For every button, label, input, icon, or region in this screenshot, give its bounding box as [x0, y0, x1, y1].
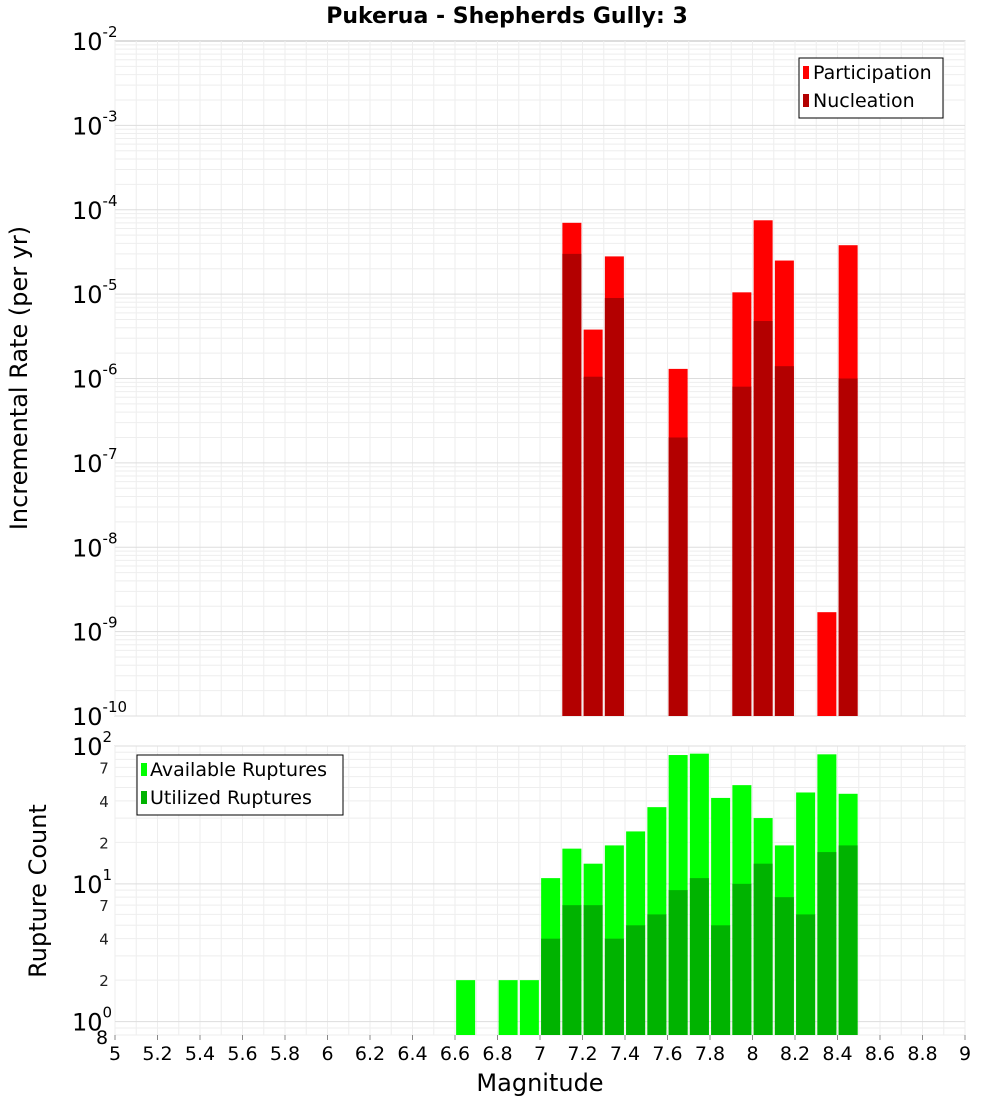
top-y-axis-title: Incremental Rate (per yr) [5, 226, 33, 530]
chart-title: Pukerua - Shepherds Gully: 3 [326, 4, 688, 29]
top-legend-box [798, 57, 944, 119]
nucleation-bar [562, 253, 582, 716]
top-bars [562, 220, 858, 717]
x-tick-label: 8 [746, 1043, 758, 1065]
nucleation-bar [753, 321, 773, 716]
bottom-y-minor-tick-label: 4 [99, 793, 109, 811]
utilized-bar [562, 905, 582, 1035]
x-tick-label: 8.4 [822, 1043, 852, 1065]
bottom-y-major-tick-label: 101 [72, 866, 112, 899]
x-tick-label: 8.2 [780, 1043, 810, 1065]
available-bar [519, 980, 539, 1035]
top-y-tick-label: 10-4 [72, 192, 118, 225]
x-tick-label: 9 [959, 1043, 971, 1065]
legend-label-utilized: Utilized Ruptures [150, 787, 312, 809]
legend-swatch-participation [803, 66, 809, 79]
top-y-tick-label: 10-8 [72, 529, 118, 562]
utilized-bar [796, 914, 816, 1035]
x-tick-label: 6.2 [355, 1043, 385, 1065]
x-tick-label: 7.6 [652, 1043, 682, 1065]
x-tick-labels: 5 5.2 5.4 5.6 5.8 6 6.2 6.4 6.6 6.8 7 7.2 7.4 7.6 7.8 8… [109, 1035, 971, 1065]
x-tick-label: 6.4 [397, 1043, 427, 1065]
legend-swatch-utilized [141, 791, 147, 804]
x-tick-label: 6 [321, 1043, 333, 1065]
legend-label-available: Available Ruptures [150, 759, 327, 781]
nucleation-bar [774, 366, 794, 716]
top-gridlines [114, 41, 966, 717]
nucleation-bar [838, 378, 858, 716]
utilized-bar [817, 852, 837, 1035]
x-tick-label: 5 [109, 1043, 121, 1065]
x-tick-label: 7.4 [610, 1043, 640, 1065]
top-y-tick-label: 10-2 [72, 23, 118, 56]
top-y-tick-label: 10-6 [72, 361, 118, 394]
utilized-bar [838, 845, 858, 1035]
x-tick-label: 6.8 [482, 1043, 512, 1065]
available-bar [456, 980, 476, 1035]
top-y-tick-label: 10-9 [72, 614, 118, 647]
available-bar [498, 980, 518, 1035]
bottom-y-minor-tick-label: 2 [99, 972, 109, 990]
top-y-tick-label: 10-10 [72, 698, 127, 731]
top-panel: 10-10 10-9 10-8 10-7 10-6 10-5 10-4 10-3 10-2 In… [5, 23, 966, 731]
top-y-tick-label: 10-5 [72, 276, 118, 309]
nucleation-bar [732, 386, 752, 716]
utilized-bar [753, 863, 773, 1035]
utilized-bar [689, 878, 709, 1035]
bottom-y-minor-tick-label: 7 [99, 897, 109, 915]
utilized-bar [668, 890, 688, 1035]
bottom-panel: 100 101 102 8 2 4 7 2 4 7 5 5.2 5.4 5.6 5.8 6 6.2 6.4 6.6… [24, 728, 971, 1097]
bottom-y-minor-tick-label: 7 [99, 759, 109, 777]
x-tick-label: 7.8 [695, 1043, 725, 1065]
utilized-bar [711, 925, 731, 1035]
nucleation-bar [668, 437, 688, 716]
bottom-y-minor-tick-label: 4 [99, 931, 109, 949]
bottom-bars [456, 753, 858, 1035]
legend-swatch-available [141, 763, 147, 776]
legend-label-participation: Participation [813, 62, 932, 84]
utilized-bar [647, 914, 667, 1035]
bottom-legend-box [136, 754, 344, 816]
bottom-y-minor-tick-label: 8 [96, 1027, 108, 1049]
top-y-tick-labels: 10-10 10-9 10-8 10-7 10-6 10-5 10-4 10-3 10-2 [72, 23, 127, 731]
bottom-y-minor-tick-label: 2 [99, 834, 109, 852]
x-tick-label: 7 [534, 1043, 546, 1065]
bottom-y-axis-title: Rupture Count [24, 804, 52, 978]
utilized-bar [541, 938, 561, 1035]
x-tick-label: 5.6 [227, 1043, 257, 1065]
x-tick-label: 7.2 [567, 1043, 597, 1065]
nucleation-bar [604, 297, 624, 716]
x-tick-label: 5.2 [142, 1043, 172, 1065]
x-tick-label: 5.4 [185, 1043, 215, 1065]
top-legend: Participation Nucleation [798, 57, 944, 119]
utilized-bar [732, 883, 752, 1035]
utilized-bar [626, 925, 646, 1035]
utilized-bar [774, 897, 794, 1035]
x-tick-label: 8.8 [907, 1043, 937, 1065]
bottom-y-tick-labels: 100 101 102 8 2 4 7 2 4 7 [72, 728, 112, 1049]
legend-label-nucleation: Nucleation [813, 90, 915, 112]
x-tick-label: 6.6 [440, 1043, 470, 1065]
x-tick-label: 8.6 [865, 1043, 895, 1065]
utilized-bar [604, 938, 624, 1035]
participation-bar [817, 612, 837, 716]
x-tick-label: 5.8 [270, 1043, 300, 1065]
bottom-legend: Available Ruptures Utilized Ruptures [136, 754, 344, 816]
bottom-y-major-tick-label: 102 [72, 728, 112, 761]
bottom-y-major-tick-label: 100 [72, 1004, 112, 1037]
nucleation-bar [583, 376, 603, 716]
top-y-tick-label: 10-3 [72, 107, 118, 140]
utilized-bar [583, 905, 603, 1035]
x-axis-title: Magnitude [476, 1069, 603, 1097]
top-y-tick-label: 10-7 [72, 445, 118, 478]
legend-swatch-nucleation [803, 94, 809, 107]
